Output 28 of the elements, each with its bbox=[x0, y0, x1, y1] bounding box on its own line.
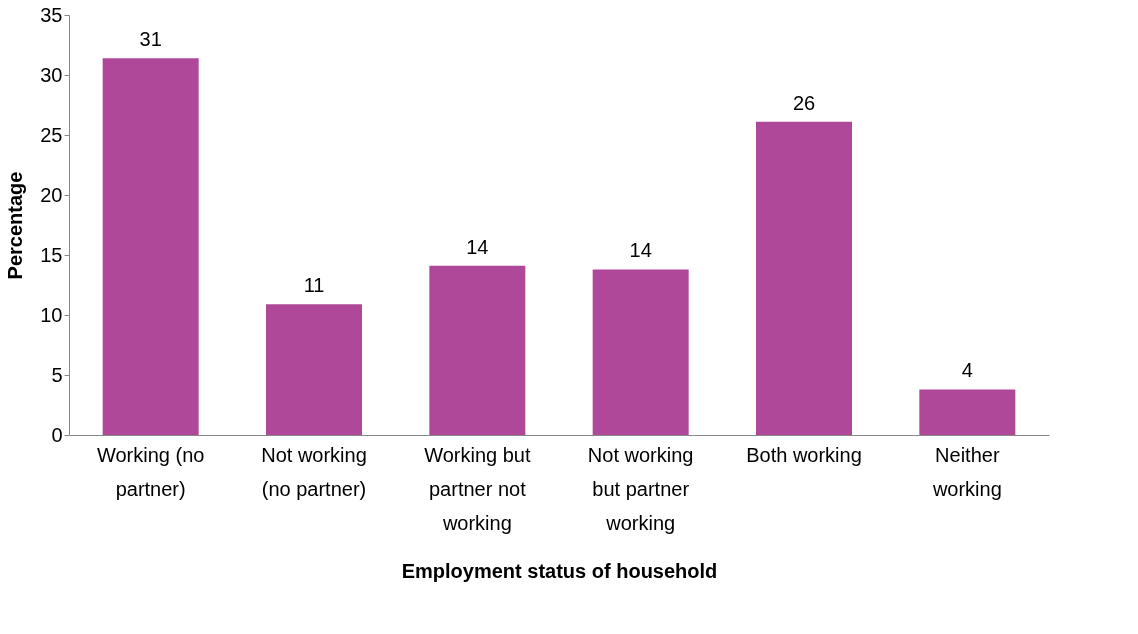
y-tick-label: 30 bbox=[40, 63, 63, 86]
x-tick-label: Not working but partner working bbox=[587, 443, 694, 534]
y-tick-label: 35 bbox=[40, 3, 63, 26]
bar bbox=[102, 58, 199, 435]
y-tick-label: 20 bbox=[40, 183, 63, 206]
data-label: 31 bbox=[139, 28, 162, 51]
x-tick-label: Working (no partner) bbox=[96, 443, 205, 500]
data-label: 14 bbox=[629, 239, 652, 262]
bar bbox=[756, 121, 852, 435]
data-label: 11 bbox=[303, 274, 325, 297]
x-tick-label: Working but partner not working bbox=[424, 443, 531, 534]
x-tick-label: Neither working bbox=[931, 443, 1002, 500]
y-axis-title: Percentage bbox=[4, 171, 27, 280]
data-label: 14 bbox=[466, 235, 489, 258]
y-tick-label: 25 bbox=[40, 123, 63, 146]
bar bbox=[919, 389, 1016, 435]
y-tick-label: 10 bbox=[40, 303, 63, 326]
bar bbox=[592, 269, 689, 435]
x-tick-label: Both working bbox=[746, 443, 862, 466]
bar bbox=[429, 265, 526, 435]
data-label: 26 bbox=[792, 91, 816, 114]
y-tick-label: 15 bbox=[40, 243, 63, 266]
data-label: 4 bbox=[961, 359, 973, 382]
x-tick-label: Not working (no partner) bbox=[261, 443, 367, 500]
y-tick-label: 5 bbox=[51, 363, 63, 386]
y-tick-label: 0 bbox=[51, 423, 63, 446]
x-axis-title: Employment status of household bbox=[401, 559, 718, 582]
bar bbox=[266, 304, 362, 435]
